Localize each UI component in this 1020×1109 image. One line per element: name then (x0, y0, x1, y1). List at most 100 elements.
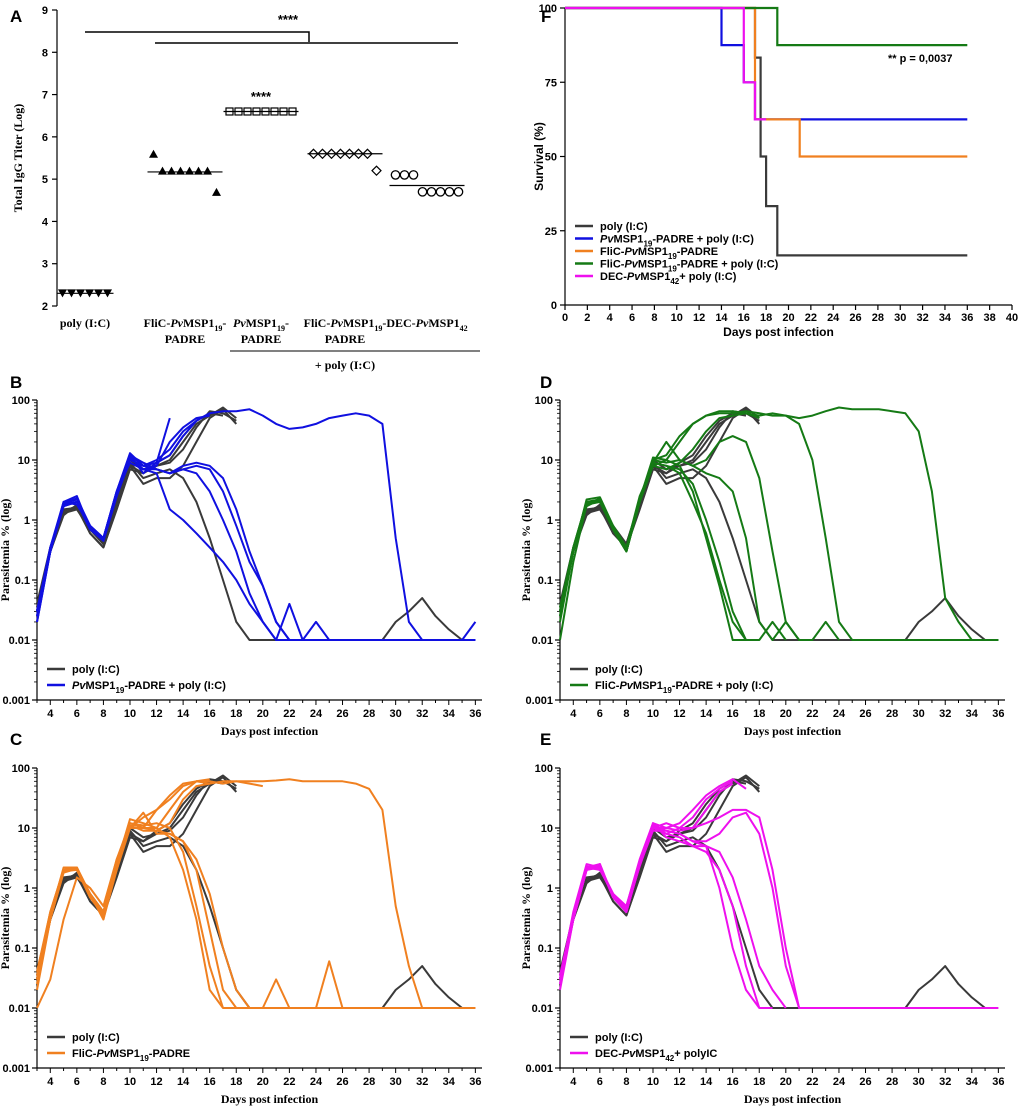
y-tick-label: 4 (42, 216, 49, 228)
x-tick-label: 2 (584, 312, 590, 324)
legend-label: poly (I:C) (72, 664, 120, 676)
y-tick-label: 0.001 (525, 695, 553, 707)
y-tick-label: 5 (42, 174, 48, 186)
x-tick-label: 34 (939, 312, 952, 324)
panel-letter-f: F (541, 7, 551, 26)
parasitemia-line (36, 406, 237, 612)
y-tick-label: 0.001 (2, 695, 30, 707)
survival-line (565, 6, 767, 121)
significance-bracket (85, 31, 310, 42)
y-axis-title: Parasitemia % (log) (0, 867, 12, 970)
y-tick-label: 100 (535, 395, 553, 407)
parasitemia-line (559, 410, 999, 641)
parasitemia-line (36, 778, 210, 1009)
x-tick-label: 24 (833, 708, 846, 720)
parasitemia-line (559, 412, 760, 612)
x-tick-label: 6 (597, 1076, 603, 1088)
x-tick-label: 24 (310, 708, 323, 720)
x-axis-title: Days post infection (744, 1092, 842, 1106)
data-point (185, 166, 194, 175)
x-tick-label: 18 (753, 708, 765, 720)
y-tick-label: 0.001 (525, 1063, 553, 1075)
x-tick-label: 4 (47, 1076, 54, 1088)
legend-label: poly (I:C) (600, 221, 648, 233)
panel-e: E 0.001 0.01 0.1 1 10 100 4 6 8 10 12 14 16 18 20 22 24 26… (519, 730, 1005, 1106)
x-tick-label: 40 (1006, 312, 1018, 324)
parasitemia-line (36, 410, 237, 608)
legend-label: FliC-PvMSP119-PADRE + poly (I:C) (595, 680, 774, 695)
x-tick-label: 28 (872, 312, 884, 324)
x-tick-label: 18 (753, 1076, 765, 1088)
y-tick-label: 1 (24, 515, 30, 527)
parasitemia-line (36, 782, 210, 980)
panel-b: B 0.001 0.01 0.1 1 10 100 4 6 8 10 12 14 16 18 20 22 24 26… (0, 373, 482, 738)
legend-label: poly (I:C) (72, 1032, 120, 1044)
y-tick-label: 10 (541, 455, 553, 467)
x-tick-label: 26 (859, 1076, 871, 1088)
x-tick-label: 24 (310, 1076, 323, 1088)
category-label: poly (I:C) (60, 316, 110, 330)
legend-label: PvMSP119-PADRE + poly (I:C) (72, 680, 226, 695)
parasitemia-line (36, 827, 344, 1009)
legend-label: FliC-PvMSP119-PADRE + poly (I:C) (600, 259, 779, 274)
x-tick-label: 8 (623, 708, 629, 720)
x-tick-label: 14 (700, 1076, 713, 1088)
y-tick-label: 0.01 (9, 635, 30, 647)
x-axis-title: Days post infection (221, 724, 319, 738)
x-tick-label: 20 (257, 1076, 269, 1088)
x-tick-label: 24 (827, 312, 840, 324)
x-tick-label: 6 (74, 708, 80, 720)
y-tick-label: 0.1 (538, 943, 553, 955)
x-tick-label: 28 (886, 708, 898, 720)
x-tick-label: 14 (177, 1076, 190, 1088)
x-tick-label: 26 (849, 312, 861, 324)
parasitemia-line (559, 774, 760, 980)
y-tick-label: 25 (545, 226, 557, 238)
y-tick-label: 50 (545, 152, 557, 164)
panel-c: C 0.001 0.01 0.1 1 10 100 4 6 8 10 12 14 16 18 20 22 24 26… (0, 730, 482, 1106)
x-tick-label: 32 (939, 708, 951, 720)
x-tick-label: 26 (336, 708, 348, 720)
panel-letter-d: D (540, 373, 552, 392)
category-label: PvMSP119- (233, 316, 289, 333)
survival-line (565, 6, 968, 158)
significance-stars: **** (278, 12, 299, 27)
x-tick-label: 16 (727, 708, 739, 720)
x-tick-label: 36 (469, 1076, 481, 1088)
y-tick-label: 100 (535, 763, 553, 775)
x-tick-label: 18 (230, 1076, 242, 1088)
p-value-annotation: ** p = 0,0037 (888, 53, 953, 65)
x-tick-label: 22 (283, 708, 295, 720)
data-point (417, 186, 428, 197)
x-tick-label: 4 (47, 708, 54, 720)
y-tick-label: 10 (18, 455, 30, 467)
y-tick-label: 1 (24, 883, 30, 895)
y-axis-title: Parasitemia % (log) (0, 499, 12, 602)
x-tick-label: 32 (939, 1076, 951, 1088)
legend-label: FliC-PvMSP119-PADRE (72, 1048, 190, 1063)
category-label: PADRE (165, 332, 205, 346)
x-tick-label: 6 (597, 708, 603, 720)
x-tick-label: 18 (230, 708, 242, 720)
x-tick-label: 8 (100, 1076, 106, 1088)
y-tick-label: 2 (42, 301, 48, 313)
x-axis-title: Days post infection (744, 724, 842, 738)
parasitemia-line (559, 461, 747, 641)
data-point (426, 186, 437, 197)
data-point (176, 166, 185, 175)
data-point (390, 170, 401, 180)
x-tick-label: 10 (647, 708, 659, 720)
x-tick-label: 34 (443, 708, 456, 720)
x-tick-label: 4 (570, 1076, 577, 1088)
y-tick-label: 100 (539, 3, 557, 15)
panel-letter-a: A (10, 7, 22, 26)
y-tick-label: 1 (547, 515, 553, 527)
x-tick-label: 20 (782, 312, 794, 324)
parasitemia-line (36, 778, 237, 976)
y-axis-title: Parasitemia % (log) (519, 499, 533, 602)
y-tick-label: 0.01 (9, 1003, 30, 1015)
y-tick-label: 0.01 (532, 1003, 553, 1015)
x-tick-label: 30 (913, 1076, 925, 1088)
x-tick-label: 16 (204, 1076, 216, 1088)
